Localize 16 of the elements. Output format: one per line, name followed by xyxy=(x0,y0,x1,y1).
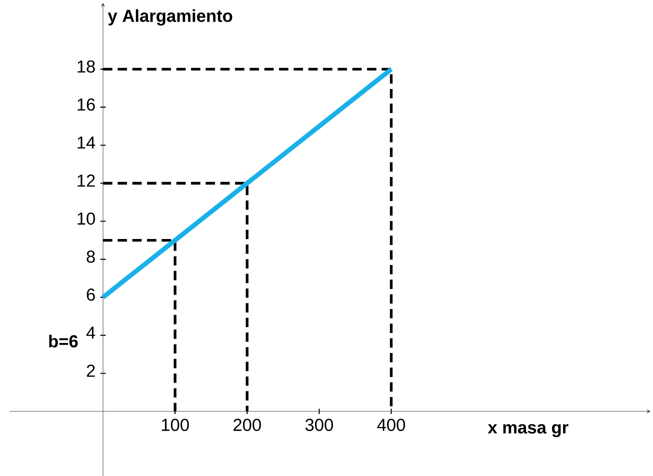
x-tick-label: 400 xyxy=(377,418,406,432)
y-tick-label: 8 xyxy=(86,250,95,263)
y-tick-label: 10 xyxy=(78,212,95,225)
x-axis-title: x masa gr xyxy=(488,424,568,438)
y-axis-title: y Alargamiento xyxy=(108,9,232,26)
y-tick-label: 16 xyxy=(78,98,95,111)
y-tick-label: 6 xyxy=(86,288,95,301)
x-tick-label: 100 xyxy=(162,418,189,432)
x-tick-label: 300 xyxy=(305,418,333,432)
y-tick-label: 18 xyxy=(78,60,95,73)
y-tick-label: 4 xyxy=(86,326,96,339)
x-tick-label: 200 xyxy=(234,418,261,432)
y-tick-label: 14 xyxy=(78,136,96,149)
y-tick-label: 12 xyxy=(78,174,95,187)
y-tick-label: 2 xyxy=(86,364,95,377)
annotation: b=6 xyxy=(49,334,78,348)
